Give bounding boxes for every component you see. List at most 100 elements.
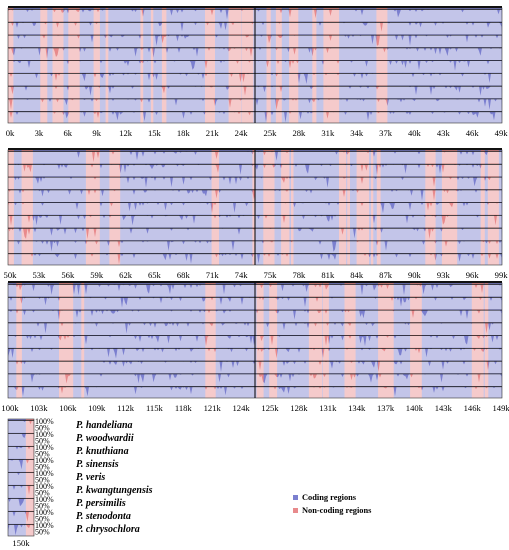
- position-tick-label: 75k: [264, 270, 278, 280]
- position-tick-label: 56k: [61, 270, 75, 280]
- final-alignment-panel: 150k100%50%100%50%100%50%100%50%100%50%1…: [7, 417, 54, 548]
- species-label: P. woodwardii: [76, 433, 134, 444]
- position-tick-label: 34k: [350, 128, 364, 138]
- position-tick-label: 53k: [32, 270, 46, 280]
- conservation-trace-fill: [8, 511, 34, 524]
- percent-label-50: 50%: [35, 528, 50, 537]
- alignment-panel: 50k 53k 56k 59k 62k 65k 68k 71k 74k 75k 78k 81k 84k 8…: [4, 148, 509, 280]
- conservation-trace-fill: [8, 472, 34, 485]
- alignment-panel: 0k 3k 6k 9k 12k 15k 18k 21k 24k 25k 28k 31k 34k 37k 40…: [6, 6, 509, 138]
- position-tick-label: 15k: [148, 128, 162, 138]
- position-tick-label: 100k: [1, 403, 19, 413]
- position-tick-label: 115k: [146, 403, 164, 413]
- position-tick-label: 28k: [292, 128, 306, 138]
- percent-label-100: 100%: [35, 417, 54, 426]
- position-tick-label: 46k: [466, 128, 480, 138]
- position-tick-label: 65k: [148, 270, 162, 280]
- percent-label-100: 100%: [35, 508, 54, 517]
- position-tick-label: 149k: [493, 403, 509, 413]
- percent-label-50: 50%: [35, 489, 50, 498]
- position-tick-label: 121k: [204, 403, 222, 413]
- species-label: P. knuthiana: [76, 446, 129, 457]
- position-tick-label: 50k: [4, 270, 18, 280]
- species-label: P. persimilis: [76, 498, 126, 509]
- position-tick-label: 49k: [495, 128, 509, 138]
- position-tick-label: 103k: [30, 403, 48, 413]
- conservation-trace-fill: [8, 433, 34, 446]
- position-tick-label: 131k: [319, 403, 337, 413]
- position-tick-label: 124k: [233, 403, 251, 413]
- species-label: P. kwangtungensis: [76, 485, 153, 496]
- position-tick-label: 9k: [92, 128, 101, 138]
- position-tick-label: 137k: [377, 403, 395, 413]
- band-border: [7, 418, 35, 537]
- species-label: P. sinensis: [76, 459, 119, 470]
- species-label: P. handeliana: [76, 420, 133, 431]
- percent-label-50: 50%: [35, 424, 50, 433]
- position-tick-label: 106k: [59, 403, 77, 413]
- position-tick-label: 118k: [175, 403, 193, 413]
- conservation-trace-fill: [8, 485, 34, 498]
- position-tick-label: 93k: [437, 270, 451, 280]
- percent-label-100: 100%: [35, 443, 54, 452]
- conservation-trace-fill: [8, 459, 34, 472]
- position-tick-label: 74k: [235, 270, 249, 280]
- position-tick-label: 40k: [408, 128, 422, 138]
- position-tick-label: 3k: [35, 128, 44, 138]
- position-tick-label: 12k: [119, 128, 133, 138]
- percent-label-100: 100%: [35, 469, 54, 478]
- panel-top-rule: [8, 6, 502, 8]
- percent-label-50: 50%: [35, 463, 50, 472]
- alignment-panels: 0k 3k 6k 9k 12k 15k 18k 21k 24k 25k 28k 31k 34k 37k 40…: [1, 6, 509, 413]
- position-tick-label: 24k: [235, 128, 249, 138]
- percent-label-100: 100%: [35, 430, 54, 439]
- percent-label-100: 100%: [35, 456, 54, 465]
- position-tick-label: 128k: [290, 403, 308, 413]
- position-tick-label: 112k: [117, 403, 135, 413]
- position-tick-label: 18k: [177, 128, 191, 138]
- panel-top-rule: [8, 281, 502, 283]
- position-tick-label: 21k: [206, 128, 220, 138]
- percent-label-100: 100%: [35, 482, 54, 491]
- legend-label: Coding regions: [302, 493, 357, 502]
- conservation-trace-fill: [8, 446, 34, 459]
- conservation-trace-fill: [8, 420, 34, 433]
- species-label: P. veris: [76, 472, 105, 483]
- panel-top-rule: [8, 148, 502, 150]
- conservation-trace-fill: [8, 498, 34, 511]
- position-tick-label: 6k: [64, 128, 73, 138]
- percent-label-100: 100%: [35, 495, 54, 504]
- position-tick-label: 134k: [348, 403, 366, 413]
- position-tick-label: 31k: [321, 128, 335, 138]
- position-tick-label: 84k: [350, 270, 364, 280]
- legend-label: Non-coding regions: [302, 506, 372, 515]
- position-tick-label: 59k: [90, 270, 104, 280]
- noncoding-block: [322, 283, 329, 398]
- position-tick-label: 62k: [119, 270, 133, 280]
- legend-swatch: [293, 508, 298, 513]
- position-tick-label: 37k: [379, 128, 393, 138]
- position-tick-label: 96k: [466, 270, 480, 280]
- position-tick-label: 99k: [495, 270, 509, 280]
- position-tick-label: 81k: [321, 270, 335, 280]
- conservation-trace-fill: [8, 524, 34, 537]
- legend-swatch: [293, 495, 298, 500]
- position-tick-label: 78k: [292, 270, 306, 280]
- percent-label-100: 100%: [35, 521, 54, 530]
- position-tick-label: 125k: [261, 403, 279, 413]
- position-tick-label: 0k: [6, 128, 15, 138]
- position-tick-label: 146k: [464, 403, 482, 413]
- percent-label-50: 50%: [35, 515, 50, 524]
- position-tick-label: 68k: [177, 270, 191, 280]
- position-tick-label: 25k: [264, 128, 278, 138]
- position-tick-label: 90k: [408, 270, 422, 280]
- legend: Coding regions Non-coding regions: [293, 493, 372, 515]
- species-label: P. stenodonta: [76, 511, 131, 522]
- position-tick-label: 43k: [437, 128, 451, 138]
- position-tick-label: 109k: [88, 403, 106, 413]
- position-tick-label: 140k: [406, 403, 424, 413]
- percent-label-50: 50%: [35, 476, 50, 485]
- percent-label-50: 50%: [35, 450, 50, 459]
- species-label: P. chrysochlora: [76, 524, 140, 535]
